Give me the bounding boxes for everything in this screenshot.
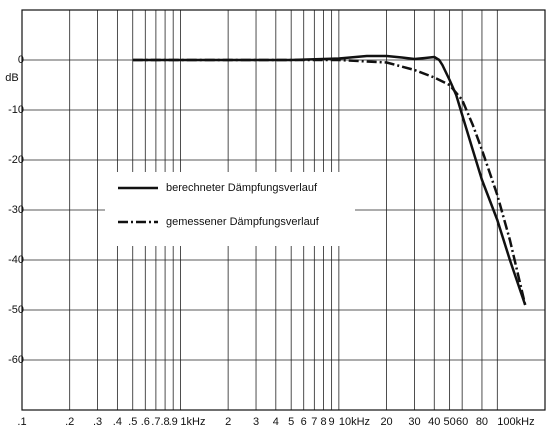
x-tick-label: 5 [288,416,294,428]
y-tick-label: -10 [8,104,24,116]
x-tick-label: .4 [113,416,122,428]
x-tick-label: 6 [301,416,307,428]
x-tick-label: 100kHz [497,416,534,428]
x-tick-label: .9 [169,416,178,428]
x-tick-label: .7 [151,416,160,428]
x-tick-label: .8 [160,416,169,428]
x-tick-label: 4 [273,416,279,428]
data-line [132,54,527,306]
x-tick-label: 2 [225,416,231,428]
data-line [132,58,527,306]
x-tick-label: 80 [476,416,488,428]
x-tick-label: .6 [141,416,150,428]
legend-label: berechneter Dämpfungsverlauf [166,182,318,194]
y-tick-label: -60 [8,354,24,366]
y-tick-label: -40 [8,254,24,266]
legend [105,172,355,246]
x-tick-label: 3 [253,416,259,428]
x-tick-label: 50 [443,416,455,428]
y-tick-label: -30 [8,204,24,216]
legend-label: gemessener Dämpfungsverlauf [166,216,320,228]
x-tick-label: 40 [428,416,440,428]
x-tick-label: 7 [311,416,317,428]
y-tick-label: -50 [8,304,24,316]
y-tick-label: 0 [18,54,24,66]
x-tick-label: 20 [380,416,392,428]
y-tick-label: -20 [8,154,24,166]
x-tick-label: 60 [456,416,468,428]
x-tick-label: 1kHz [180,416,205,428]
x-tick-label: .2 [65,416,74,428]
x-tick-label: 8 [320,416,326,428]
y-axis-label: dB [5,72,18,84]
plot-frame [21,9,546,411]
x-tick-label: 10kHz [339,416,370,428]
x-tick-label: 30 [408,416,420,428]
x-tick-label: .5 [128,416,137,428]
x-tick-label: .1 [17,416,26,428]
x-tick-label: 9 [329,416,335,428]
x-tick-label: .3 [93,416,102,428]
